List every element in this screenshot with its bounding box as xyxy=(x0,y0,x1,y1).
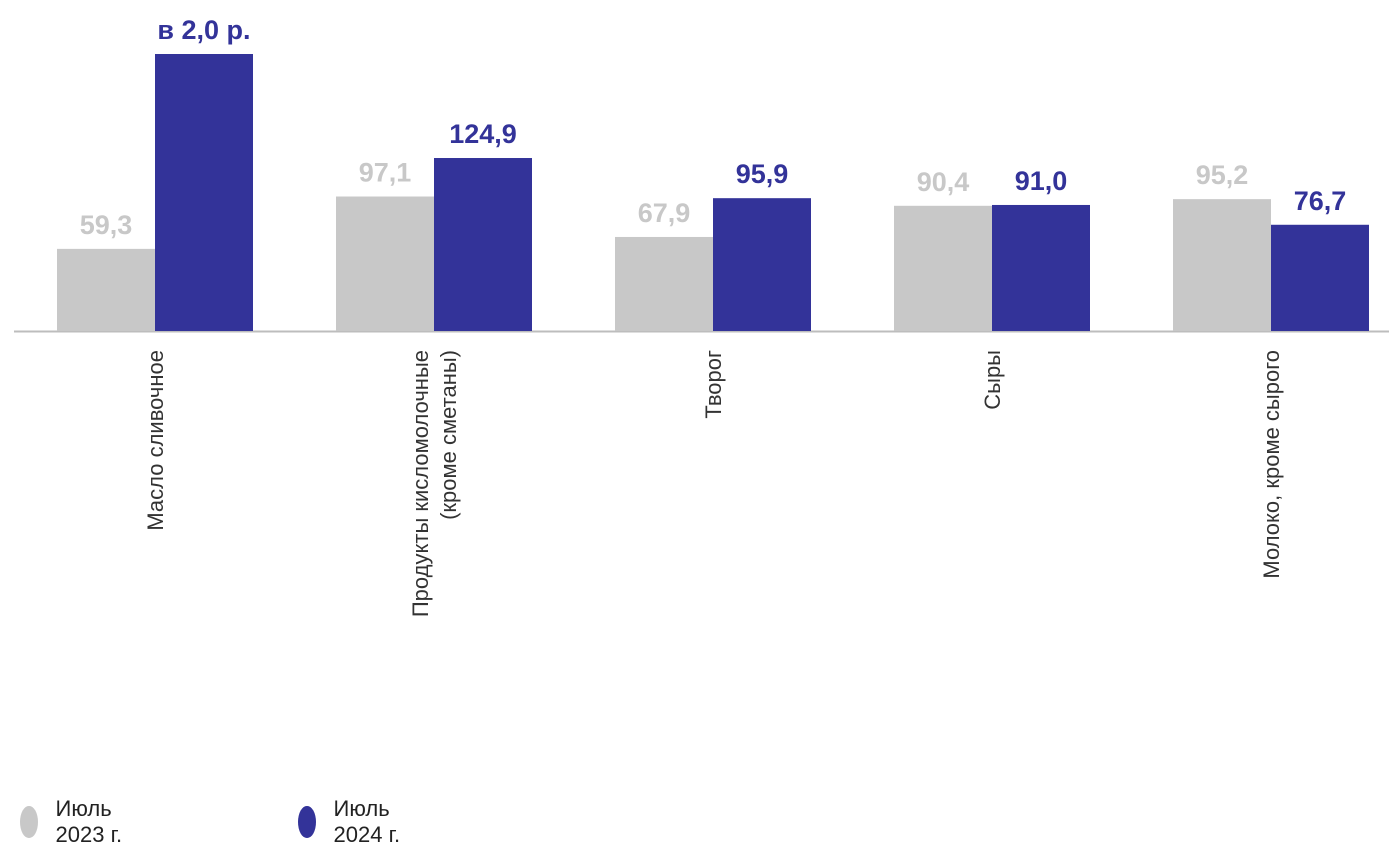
category-label-3: Сыры xyxy=(980,350,1005,410)
category-label-line: Молоко, кроме сырого xyxy=(1259,350,1284,579)
category-label-line: Масло сливочное xyxy=(143,350,168,531)
data-label-0-3: 90,4 xyxy=(917,167,970,197)
legend-label-2024: Июль 2024 г. xyxy=(333,796,401,847)
legend-label-2023: Июль 2023 г. xyxy=(55,796,123,847)
category-label-4: Молоко, кроме сырого xyxy=(1259,350,1284,579)
data-label-1-2: 95,9 xyxy=(736,159,789,189)
bar-0-3 xyxy=(894,205,992,331)
category-label-0: Масло сливочное xyxy=(143,350,168,531)
data-label-0-2: 67,9 xyxy=(638,198,691,228)
category-label-1: Продукты кисломолочные (кроме сметаны) xyxy=(408,350,461,617)
bar-1-3 xyxy=(992,204,1090,331)
data-label-1-4: 76,7 xyxy=(1294,186,1347,216)
legend-item-2023: Июль 2023 г. xyxy=(20,796,126,848)
bar-1-1 xyxy=(434,158,532,331)
data-label-1-1: 124,9 xyxy=(449,119,517,149)
bar-1-4 xyxy=(1271,224,1369,331)
category-label-line: Продукты кисломолочные xyxy=(408,350,433,617)
category-label-line: (кроме сметаны) xyxy=(436,350,461,520)
bar-chart: 59,3 в 2,0 р. Масло сливочное 97,1 124,9 Прод… xyxy=(14,15,1389,617)
bar-0-1 xyxy=(336,196,434,331)
data-label-0-4: 95,2 xyxy=(1196,160,1249,190)
category-label-2: Творог xyxy=(701,350,726,419)
legend-item-2024: Июль 2024 г. xyxy=(298,796,404,848)
bar-0-4 xyxy=(1173,199,1271,331)
bar-0-2 xyxy=(615,236,713,331)
legend-swatch-2023 xyxy=(20,806,38,838)
data-label-1-3: 91,0 xyxy=(1015,166,1068,196)
legend-swatch-2024 xyxy=(298,806,316,838)
data-label-1-0: в 2,0 р. xyxy=(157,15,250,45)
data-label-0-1: 97,1 xyxy=(359,158,412,188)
category-label-line: Творог xyxy=(701,350,726,419)
category-label-line: Сыры xyxy=(980,350,1005,410)
bar-1-0 xyxy=(155,54,253,331)
bar-1-2 xyxy=(713,198,811,331)
bar-0-0 xyxy=(57,248,155,331)
data-label-0-0: 59,3 xyxy=(80,210,133,240)
